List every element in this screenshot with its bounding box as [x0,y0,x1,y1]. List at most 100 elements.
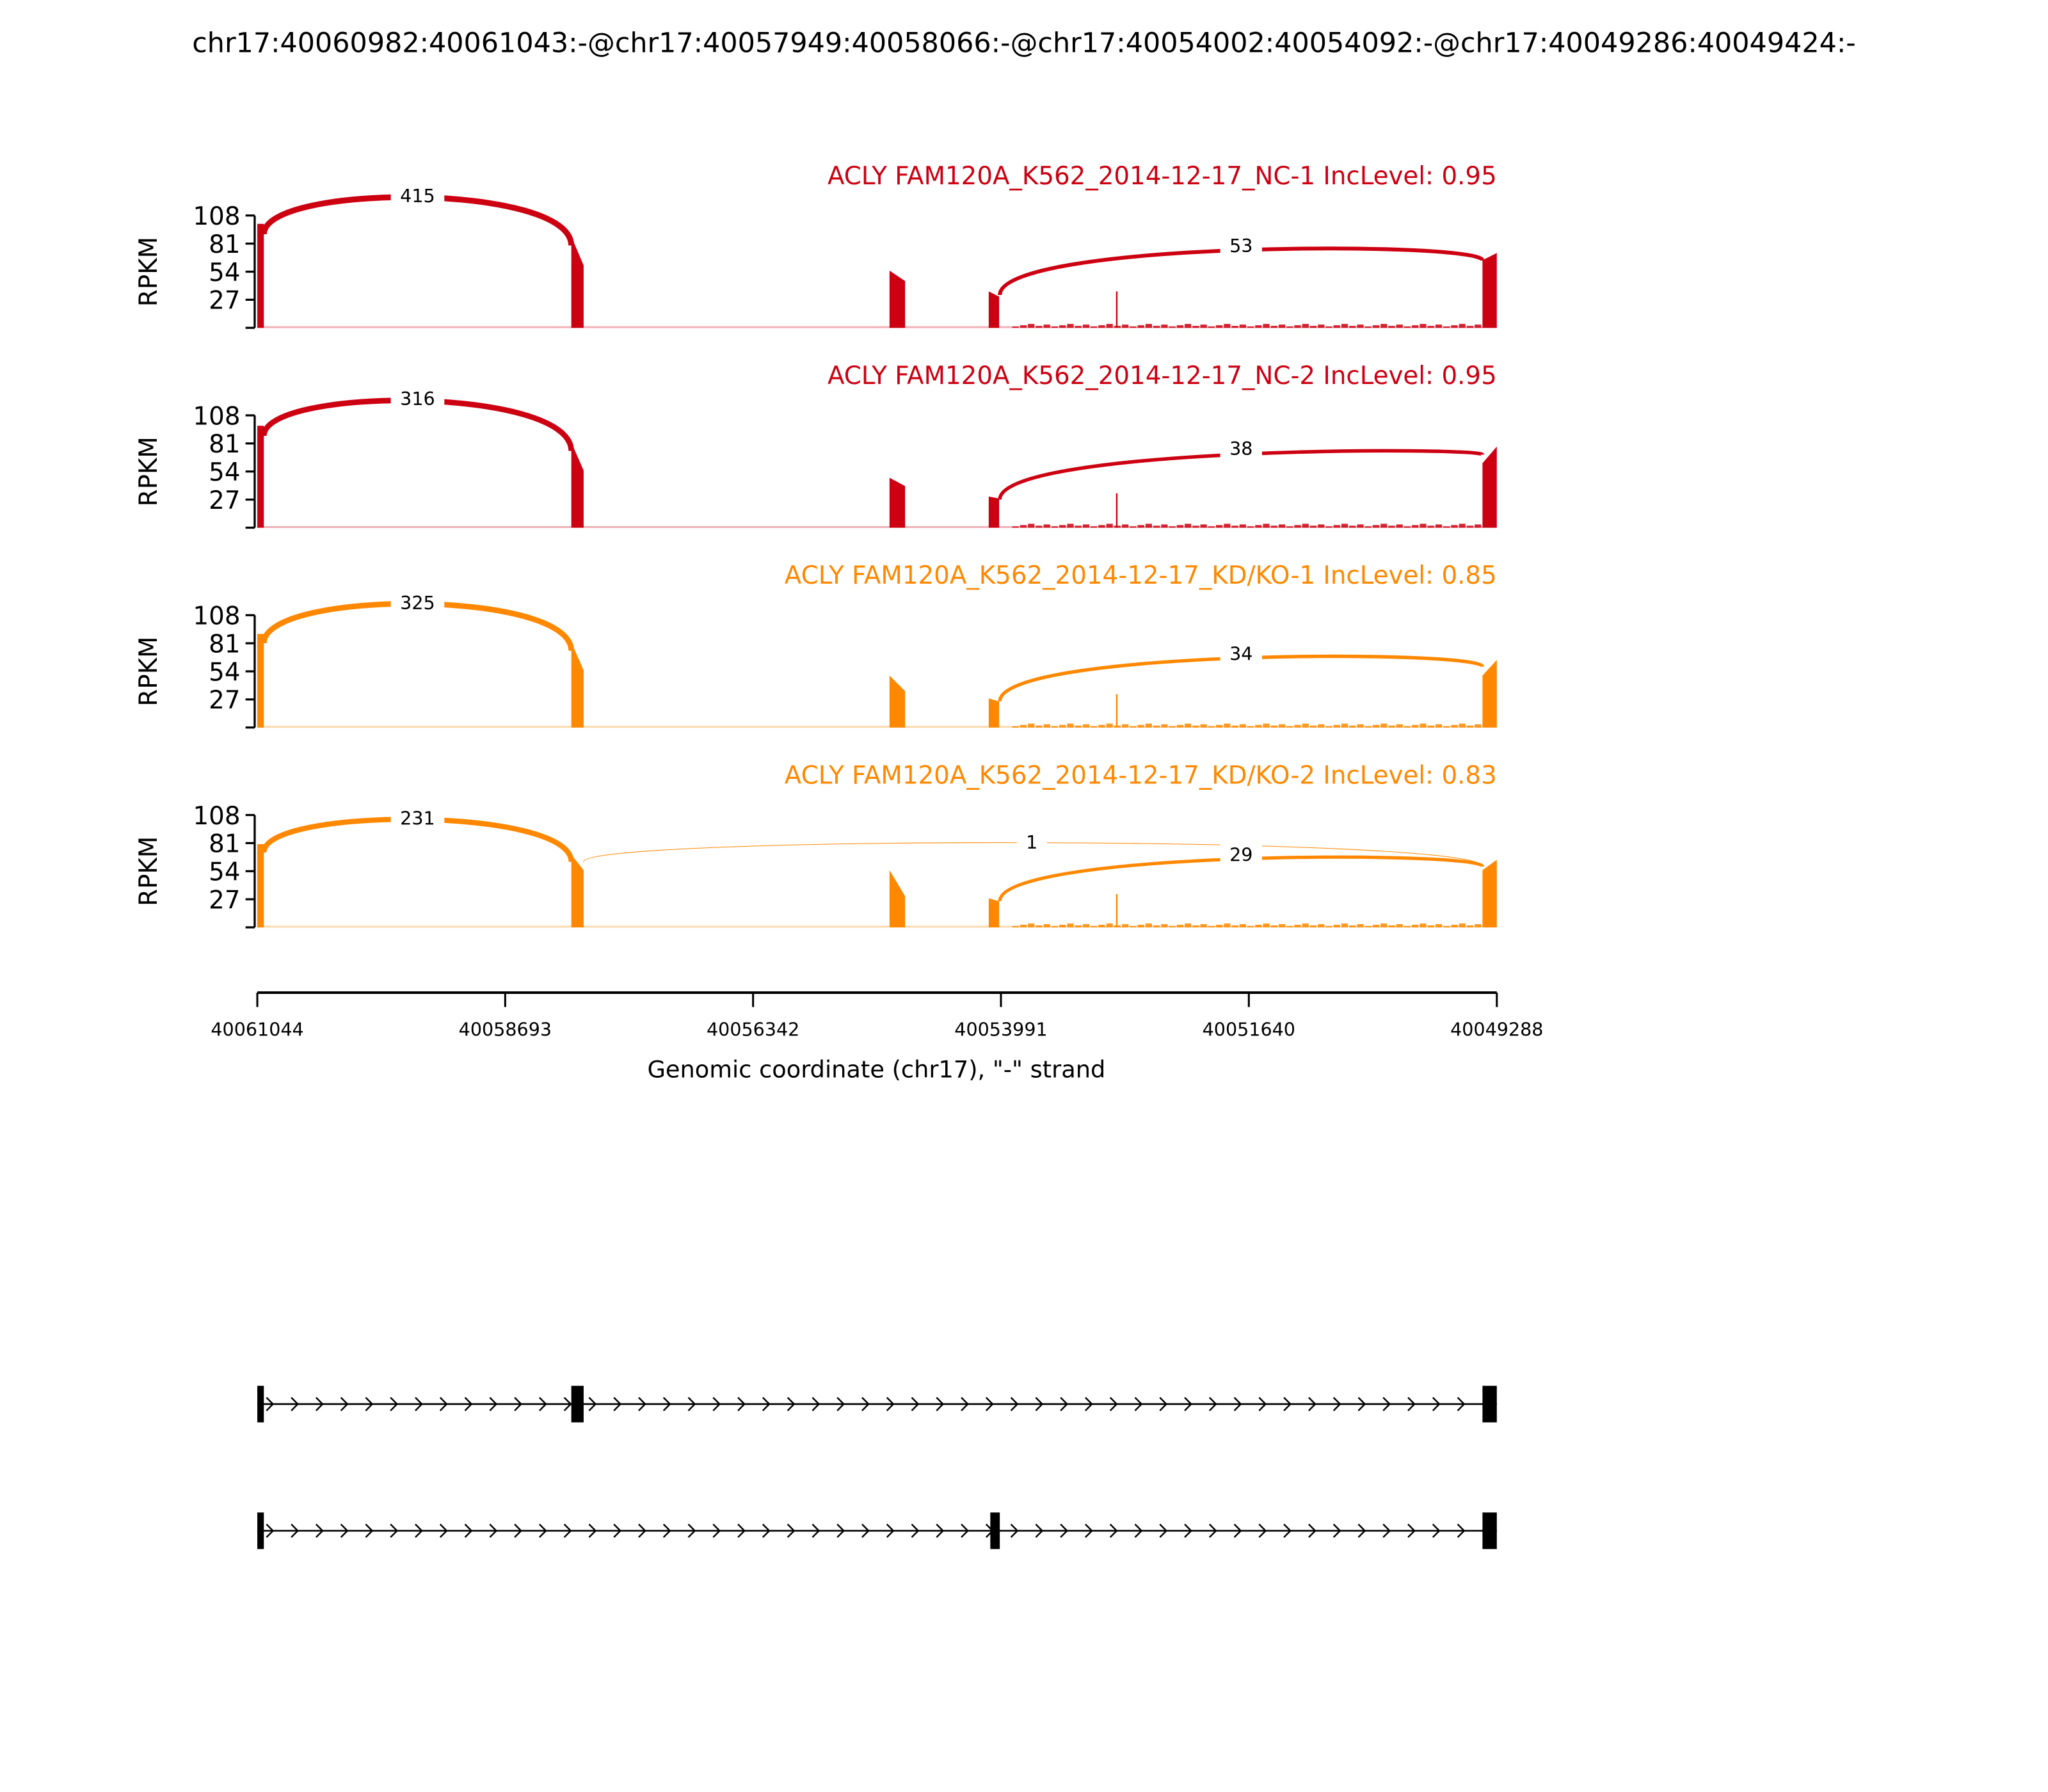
junction-label-background [390,591,445,615]
coverage-noise [1333,724,1340,728]
coverage-noise [1412,724,1419,728]
coverage-block [1116,291,1118,328]
coverage-noise [1091,726,1098,728]
coverage-noise [1475,324,1482,328]
coverage-noise [1364,526,1372,528]
coverage-noise [1114,525,1121,528]
strand-arrow-icon [291,1523,300,1538]
junction-count-label: 316 [400,388,435,410]
coverage-noise [1145,923,1152,927]
coverage-block [988,496,1000,528]
coverage-noise [1333,924,1340,927]
strand-arrow-icon [588,1523,597,1538]
coverage-noise [1012,326,1019,328]
coverage-noise [1247,326,1254,328]
coverage-noise [1239,924,1246,927]
y-tick-label: 81 [209,230,240,259]
transcript-model [257,1512,1497,1549]
coverage-noise [1380,723,1388,728]
strand-arrow-icon [1432,1396,1441,1411]
coverage-noise [1475,724,1482,728]
strand-arrow-icon [911,1523,920,1538]
strand-arrow-icon [1159,1396,1168,1411]
coverage-block [1116,893,1118,927]
coverage-noise [1412,325,1419,328]
strand-arrow-icon [1457,1523,1466,1538]
coverage-noise [1091,326,1098,328]
coverage-noise [1341,723,1348,728]
strand-arrow-icon [1258,1523,1267,1538]
figure-title: chr17:40060982:40061043:-@chr17:40057949… [192,28,1856,60]
coverage-noise [1466,326,1474,328]
junction-count-label: 34 [1229,643,1252,665]
coverage-noise [1451,924,1458,927]
coverage-noise [1270,326,1277,328]
coverage-noise [1051,925,1059,927]
coverage-noise [1302,923,1309,927]
coverage-noise [1106,923,1113,927]
strand-arrow-icon [886,1396,895,1411]
junction-label-background [1016,830,1047,854]
coverage-block [1116,493,1118,528]
coverage-block [257,634,264,728]
y-tick-label: 81 [209,430,240,459]
coverage-noise [1475,524,1482,528]
coverage-noise [1059,525,1066,528]
coverage-noise [1294,325,1301,328]
coverage-noise [1185,723,1192,728]
coverage-noise [1137,724,1144,728]
coverage-noise [1122,324,1129,328]
coverage-noise [1286,526,1293,528]
coverage-noise [1192,925,1199,927]
coverage-noise [1364,326,1372,328]
track-panel: ACLY FAM120A_K562_2014-12-17_NC-2 IncLev… [134,362,1497,529]
coverage-noise [1200,724,1207,728]
coverage-block [257,844,264,927]
track-title: ACLY FAM120A_K562_2014-12-17_NC-2 IncLev… [828,362,1497,390]
coverage-noise [1372,924,1380,927]
coverage-noise [1341,524,1348,528]
coverage-noise [1091,925,1098,927]
junction-label-background [1220,641,1262,666]
strand-arrow-icon [1283,1396,1292,1411]
y-tick-label: 108 [193,202,241,231]
coverage-noise [1153,525,1160,528]
coverage-noise [1098,525,1105,528]
coverage-noise [1318,724,1325,728]
coverage-noise [1192,525,1199,528]
junction-count-label: 53 [1229,235,1252,257]
coverage-noise [1224,723,1231,728]
x-axis: 40061044 40058693 40056342 40053991 40051640… [211,991,1543,1040]
coverage-noise [1247,726,1254,728]
coverage-noise [1388,725,1395,728]
coverage-noise [1404,726,1411,728]
coverage-block [571,854,584,927]
coverage-noise [1443,526,1450,528]
strand-arrow-icon [266,1396,275,1411]
coverage-noise [1396,324,1403,328]
junction-count-label: 38 [1229,438,1252,460]
junction-label-background [390,184,445,208]
coverage-noise [1082,924,1090,927]
y-tick-label: 54 [209,259,240,287]
coverage-noise [1396,924,1403,927]
coverage-noise [1239,724,1246,728]
coverage-noise [1185,923,1192,927]
coverage-noise [1012,726,1019,728]
coverage-noise [1161,724,1168,728]
coverage-noise [1302,324,1309,328]
coverage-noise [1435,924,1443,927]
coverage-noise [1451,325,1458,328]
coverage-block [257,223,264,328]
x-tick-label: 40049288 [1450,1018,1543,1040]
coverage-noise [1333,525,1340,528]
coverage-noise [1420,923,1427,927]
strand-arrow-icon [861,1523,870,1538]
coverage-noise [1302,524,1309,528]
strand-arrow-icon [1308,1396,1316,1411]
strand-arrow-icon [762,1396,771,1411]
coverage-noise [1255,325,1262,328]
coverage-noise [1106,524,1113,528]
strand-arrow-icon [961,1396,969,1411]
coverage-noise [1349,925,1356,927]
